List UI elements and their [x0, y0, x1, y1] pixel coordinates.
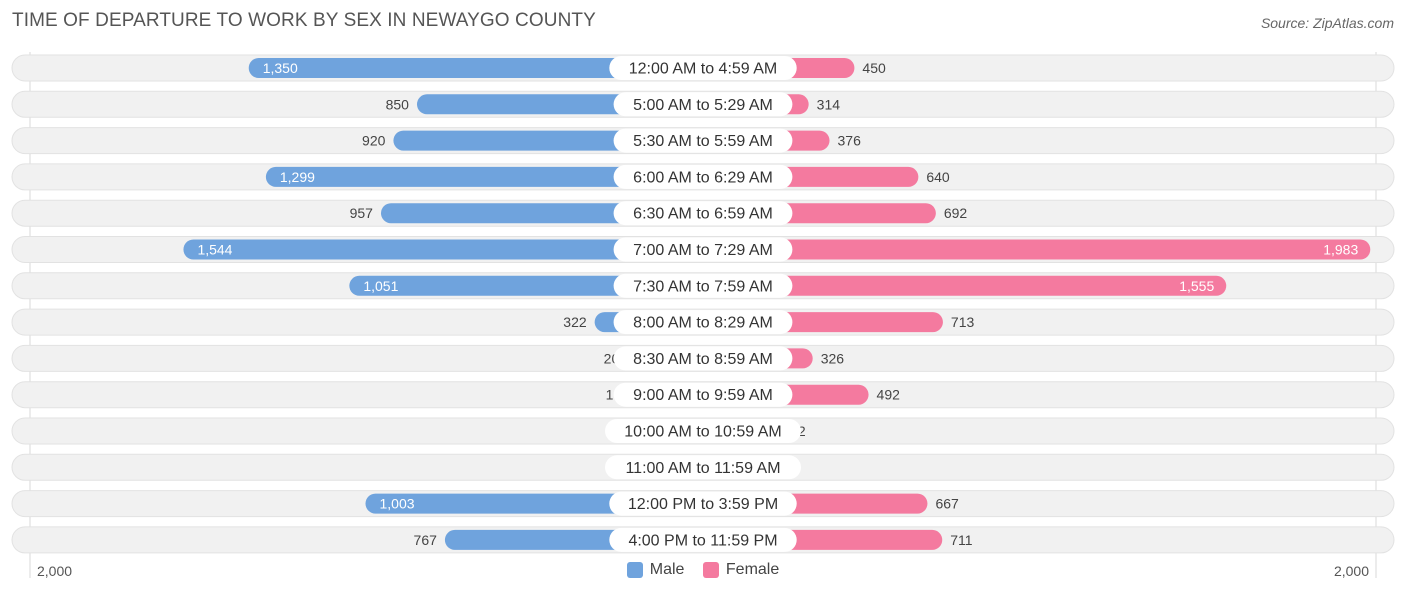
female-value-label: 326 [821, 350, 845, 366]
legend-label-female: Female [725, 561, 780, 578]
category-label: 4:00 PM to 11:59 PM [628, 532, 777, 549]
category-label: 6:30 AM to 6:59 AM [633, 206, 773, 223]
male-value-label: 957 [350, 205, 374, 221]
category-pill [613, 201, 793, 226]
category-pill [613, 92, 793, 117]
male-value-label: 1,003 [379, 496, 414, 512]
legend-swatch-male [626, 562, 643, 578]
category-pill [605, 419, 801, 443]
category-label: 6:00 AM to 6:29 AM [633, 169, 773, 186]
category-label: 10:00 AM to 10:59 AM [624, 424, 781, 441]
source-label: Source: ZipAtlas.com [1260, 15, 1394, 31]
category-pill [609, 491, 797, 516]
male-value-label: 920 [362, 133, 386, 149]
category-label: 8:00 AM to 8:29 AM [633, 315, 773, 332]
chart-title: TIME OF DEPARTURE TO WORK BY SEX IN NEWA… [12, 10, 596, 31]
category-pill [609, 527, 797, 552]
male-value-label: 850 [386, 96, 410, 112]
category-pill [613, 310, 793, 335]
male-value-label: 1,299 [280, 169, 315, 185]
category-label: 7:00 AM to 7:29 AM [633, 242, 773, 259]
female-value-label: 492 [877, 387, 901, 403]
female-bar [693, 275, 1227, 296]
category-pill [609, 56, 797, 80]
female-value-label: 711 [950, 532, 973, 548]
category-label: 8:30 AM to 8:59 AM [633, 351, 773, 368]
legend-label-male: Male [649, 561, 685, 578]
axis-right-max-label: 2,000 [1333, 563, 1369, 579]
category-label: 12:00 AM to 4:59 AM [629, 61, 778, 78]
male-value-label: 322 [563, 314, 587, 330]
female-bar [693, 239, 1371, 260]
male-bar [265, 166, 713, 187]
legend-item-female[interactable]: Female [702, 561, 780, 579]
category-pill [613, 346, 793, 371]
category-pill [613, 164, 793, 189]
category-label: 5:30 AM to 5:59 AM [633, 133, 773, 150]
category-label: 12:00 PM to 3:59 PM [628, 496, 778, 513]
male-value-label: 1,544 [197, 242, 232, 258]
category-pill [613, 273, 793, 298]
legend-swatch-female [702, 562, 719, 578]
category-pill [605, 455, 801, 480]
legend-item-male[interactable]: Male [626, 561, 685, 579]
category-pill [613, 382, 793, 407]
category-label: 11:00 AM to 11:59 AM [625, 460, 780, 477]
male-bar [248, 58, 713, 78]
category-label: 7:30 AM to 7:59 AM [633, 278, 773, 295]
female-value-label: 376 [838, 133, 862, 149]
category-label: 9:00 AM to 9:59 AM [633, 387, 773, 404]
female-value-label: 1,555 [1179, 278, 1214, 294]
female-value-label: 314 [817, 96, 841, 112]
male-value-label: 1,051 [363, 278, 398, 294]
category-pill [613, 128, 793, 153]
female-value-label: 450 [862, 60, 886, 76]
legend: Male Female [0, 561, 1406, 583]
female-value-label: 640 [926, 169, 950, 185]
category-label: 5:00 AM to 5:29 AM [633, 97, 773, 114]
category-pill [613, 237, 793, 262]
male-bar [183, 239, 714, 260]
female-value-label: 713 [951, 314, 975, 330]
female-value-label: 692 [944, 205, 968, 221]
female-value-label: 667 [935, 496, 959, 512]
axis-left-max-label: 2,000 [37, 563, 73, 579]
male-value-label: 767 [414, 532, 438, 548]
female-value-label: 1,983 [1323, 242, 1358, 258]
male-value-label: 1,350 [263, 60, 298, 76]
